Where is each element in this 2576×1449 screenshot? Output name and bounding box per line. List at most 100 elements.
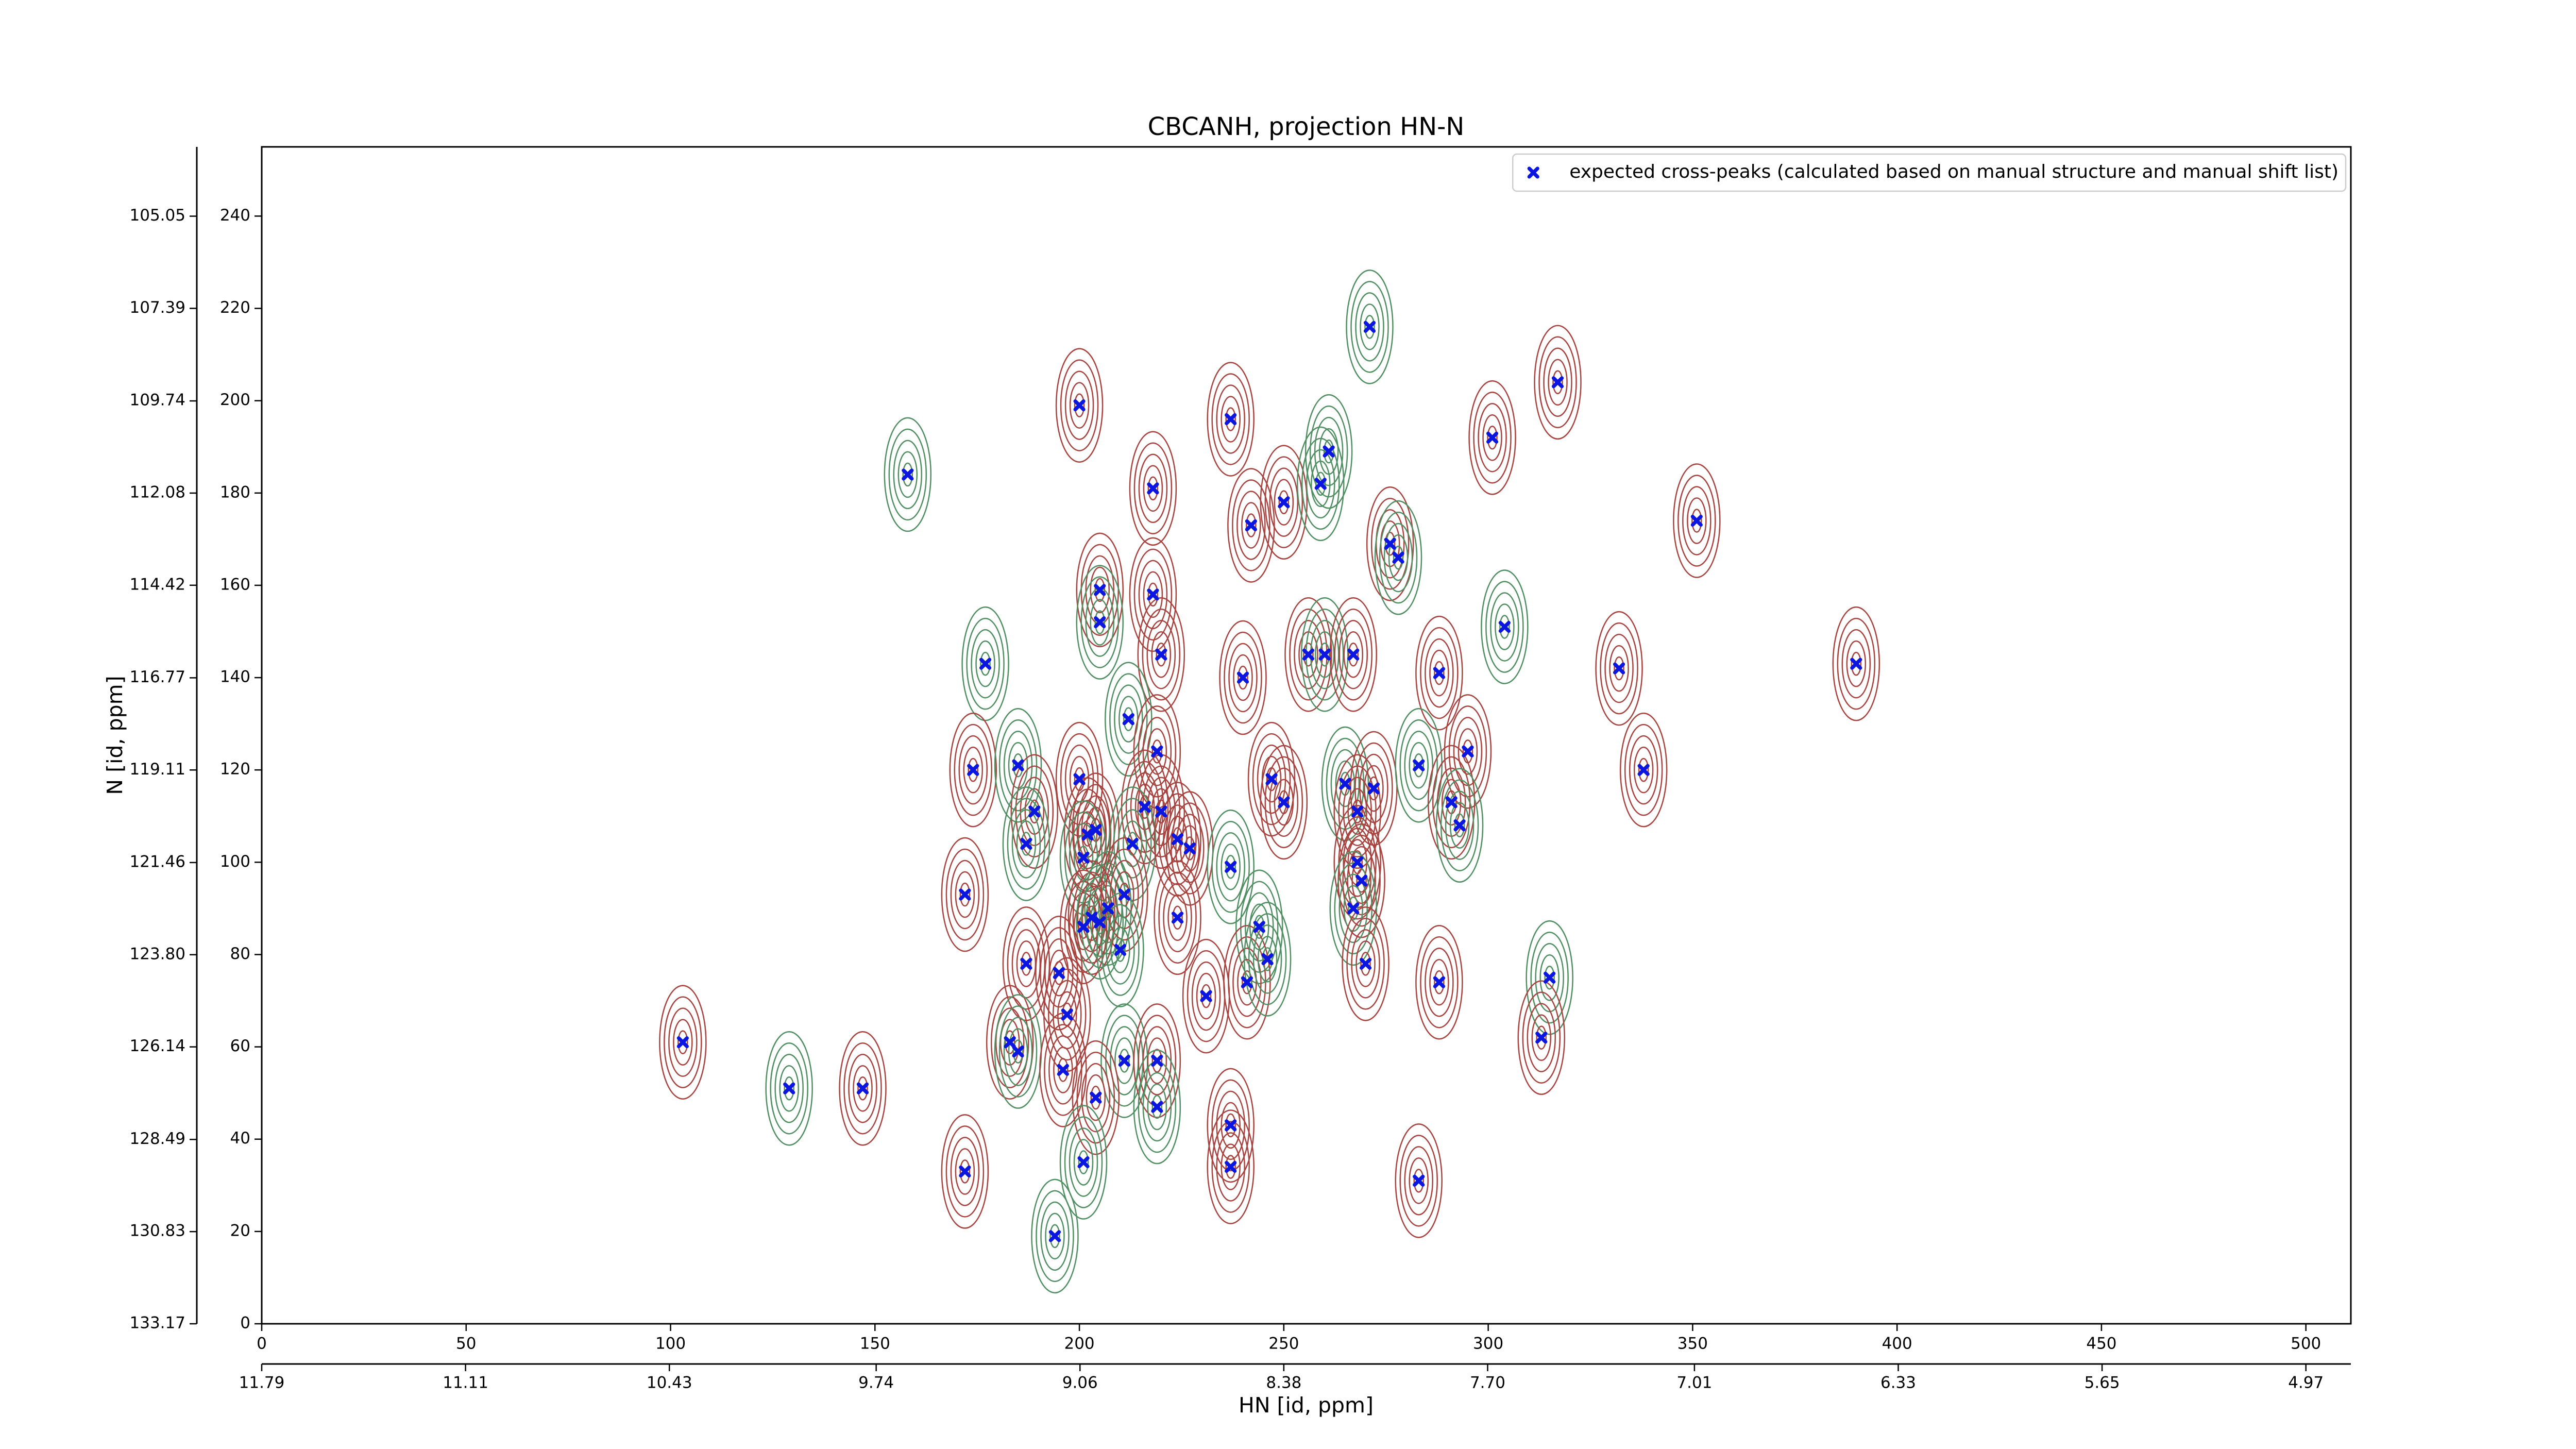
contour: [986, 985, 1034, 1100]
contour: [1356, 868, 1367, 893]
contour: [1076, 1051, 1115, 1144]
point: [856, 1082, 869, 1094]
y2-tick-label: 114.42: [130, 575, 185, 594]
contour: [1264, 756, 1303, 849]
point: [783, 1082, 795, 1094]
contour: [1196, 972, 1216, 1020]
contour: [1304, 394, 1353, 509]
contour: [1351, 929, 1380, 999]
contour: [1007, 918, 1046, 1010]
contour: [1076, 532, 1124, 648]
point: [1171, 833, 1184, 846]
contour: [1399, 1135, 1438, 1227]
contour: [1119, 1049, 1130, 1073]
contour: [1048, 1035, 1078, 1105]
contour: [1343, 631, 1364, 678]
contour: [1227, 468, 1275, 583]
contour: [1487, 426, 1498, 450]
contour: [1415, 924, 1463, 1040]
contour: [1012, 753, 1024, 778]
contour: [1449, 802, 1470, 849]
point: [1318, 648, 1331, 661]
x2-tick-label: 5.65: [2084, 1374, 2120, 1392]
contour: [1081, 1063, 1111, 1133]
contour: [888, 428, 927, 521]
y-tick-label: 100: [220, 852, 250, 871]
contour: [1347, 788, 1367, 835]
contour: [1297, 426, 1345, 542]
contour: [1832, 606, 1880, 721]
contour: [1133, 548, 1173, 641]
contour: [1076, 565, 1124, 680]
contour: [995, 1007, 1025, 1077]
y2-tick-label: 109.74: [130, 391, 185, 410]
contour: [1225, 1113, 1236, 1138]
contour: [897, 451, 918, 498]
contour: [902, 462, 913, 487]
point: [1225, 413, 1237, 426]
contour: [1343, 828, 1372, 897]
contour: [1207, 362, 1255, 477]
contour: [941, 1114, 989, 1229]
contour: [839, 1031, 887, 1146]
contour: [1846, 640, 1867, 687]
contour: [1355, 292, 1384, 362]
contour: [848, 1053, 877, 1123]
contour: [1216, 384, 1245, 454]
point: [1094, 584, 1106, 596]
point: [1081, 828, 1094, 841]
contour: [1300, 597, 1349, 712]
contour: [1333, 805, 1381, 920]
point: [1433, 667, 1445, 679]
contour: [1059, 869, 1108, 984]
contour: [1478, 403, 1507, 473]
contour: [1078, 846, 1089, 870]
contour: [677, 1030, 688, 1054]
x2-tick-label: 6.33: [1880, 1374, 1916, 1392]
contour: [1468, 380, 1516, 495]
contour: [1223, 924, 1271, 1040]
x-tick-label: 350: [1677, 1335, 1708, 1353]
contour: [1221, 1143, 1241, 1190]
contour: [1535, 942, 1564, 1013]
contour: [959, 882, 971, 907]
point: [1073, 773, 1086, 785]
contour: [1329, 597, 1378, 712]
x-tick-label: 50: [456, 1335, 476, 1353]
contour: [1355, 940, 1376, 987]
contour: [1348, 643, 1359, 667]
contour: [961, 606, 1009, 721]
contour: [1429, 649, 1449, 697]
contour: [1184, 836, 1195, 861]
contour: [1427, 745, 1476, 860]
contour: [1105, 848, 1144, 941]
contour: [1002, 786, 1050, 901]
contour: [990, 996, 1029, 1088]
contour: [1346, 269, 1394, 384]
contour: [1495, 603, 1515, 650]
point: [1351, 856, 1364, 868]
contour: [1538, 336, 1577, 429]
contour: [1090, 566, 1110, 614]
contour: [963, 746, 984, 794]
point: [1445, 796, 1458, 808]
contour: [1129, 431, 1177, 546]
contour: [1163, 883, 1192, 953]
point: [1151, 1101, 1163, 1113]
point: [1155, 805, 1167, 818]
contour: [1374, 500, 1422, 615]
contour: [1156, 643, 1167, 667]
point: [1245, 519, 1257, 532]
contour: [1330, 749, 1360, 819]
contour: [1167, 894, 1188, 941]
point: [1004, 1036, 1016, 1049]
contour: [1329, 851, 1378, 966]
contour: [1146, 620, 1176, 689]
x2-tick-label: 4.97: [2288, 1374, 2324, 1392]
contour: [994, 707, 1042, 823]
contour: [1333, 754, 1381, 869]
contour: [1163, 804, 1192, 874]
contour: [1278, 790, 1290, 815]
contour: [1244, 892, 1274, 962]
contour: [1269, 467, 1299, 537]
